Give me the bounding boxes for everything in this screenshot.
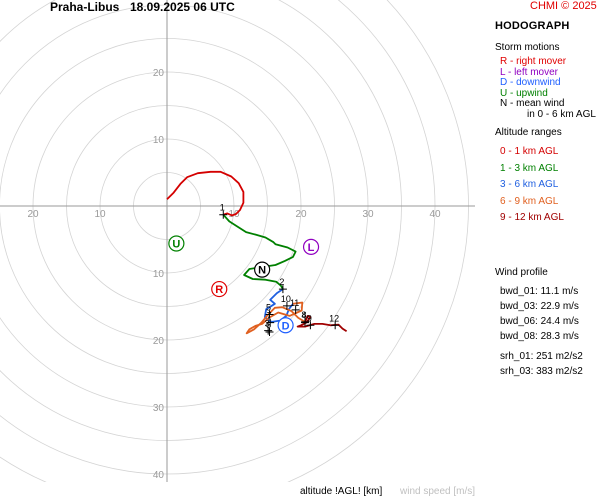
storm-motion-markers: U L N R D <box>168 235 320 334</box>
series-line-6-9 <box>245 301 306 335</box>
x-tick-label: 20 <box>295 209 307 220</box>
x-tick-label: 10 <box>94 209 106 220</box>
storm-circle-D <box>277 317 294 334</box>
altitude-label-10: 10 <box>281 294 291 304</box>
altitude-legend-item-0: 0 - 1 km AGL <box>500 146 559 157</box>
altitude-legend-item-4: 9 - 12 km AGL <box>500 212 564 223</box>
series-line-0-1 <box>166 170 245 217</box>
storm-label-L: L <box>308 242 315 254</box>
altitude-cross-8 <box>301 317 310 326</box>
storm-legend-item-2: D - downwind <box>500 77 561 88</box>
altitude-cross-2 <box>278 285 287 294</box>
altitude-label-9: 9 <box>307 313 312 323</box>
altitude-label-2: 2 <box>279 277 284 287</box>
speed-ring-40 <box>0 0 436 475</box>
wind-profile-item-1: bwd_03: 22.9 m/s <box>500 301 579 312</box>
wind-profile-item-4: srh_01: 251 m2/s2 <box>500 351 583 362</box>
x-tick-label: 30 <box>362 209 374 220</box>
storm-circle-U <box>168 235 185 252</box>
wind-profile-item-5: srh_03: 383 m2/s2 <box>500 366 583 377</box>
storm-legend-item-1: L - left mover <box>500 66 558 78</box>
altitude-ranges-title: Altitude ranges <box>495 127 562 138</box>
altitude-label-1: 1 <box>220 203 225 213</box>
y-tick-label: 20 <box>153 336 165 347</box>
series-line-1-3 <box>222 214 297 290</box>
storm-circle-N <box>254 261 271 278</box>
storm-legend-item-4: N - mean wind <box>500 98 565 109</box>
altitude-cross-10 <box>282 301 291 310</box>
altitude-label-7: 7 <box>267 311 272 321</box>
altitude-label-5: 5 <box>266 303 271 313</box>
y-tick-label: 10 <box>153 269 165 280</box>
credit: CHMI © 2025 <box>530 0 597 12</box>
altitude-cross-12 <box>331 321 340 330</box>
altitude-cross-7 <box>266 318 275 327</box>
wind-series <box>166 170 348 335</box>
datetime: 18.09.2025 06 UTC <box>130 0 235 14</box>
altitude-cross-3 <box>264 326 273 335</box>
y-tick-label: 10 <box>153 135 165 146</box>
speed-ring-35 <box>0 0 402 441</box>
altitude-label-12: 12 <box>329 313 339 323</box>
y-tick-label: 40 <box>153 470 165 481</box>
storm-label-D: D <box>282 320 290 332</box>
panel-title: HODOGRAPH <box>495 20 570 32</box>
altitude-cross-1 <box>219 210 228 219</box>
y-tick-label: 20 <box>153 68 165 79</box>
altitude-cross-6 <box>265 327 274 336</box>
altitude-cross-11 <box>291 305 300 314</box>
storm-label-R: R <box>215 284 223 296</box>
wind-profile-title: Wind profile <box>495 267 548 278</box>
storm-label-N: N <box>258 265 266 277</box>
speed-label: wind speed [m/s] <box>400 486 476 497</box>
station-name: Praha-Libus <box>50 0 120 14</box>
altitude-cross-5 <box>265 310 274 319</box>
storm-legend-item-3: U - upwind <box>500 87 548 99</box>
altitude-label-8: 8 <box>302 310 307 320</box>
wind-profile-item-3: bwd_08: 28.3 m/s <box>500 331 579 342</box>
altitude-label-4: 4 <box>302 311 307 321</box>
y-tick-label: 30 <box>153 403 165 414</box>
storm-circle-R <box>211 280 228 298</box>
axes <box>0 0 475 482</box>
storm-label-U: U <box>172 239 180 251</box>
wind-profile-item-2: bwd_06: 24.4 m/s <box>500 316 579 327</box>
x-tick-label: 20 <box>27 209 39 220</box>
altitude-label-11: 11 <box>290 298 299 308</box>
storm-legend-item-5: in 0 - 6 km AGL <box>527 108 596 120</box>
storm-motions-title: Storm motions <box>495 42 560 53</box>
wind-profile-item-0: bwd_01: 11.1 m/s <box>500 286 579 297</box>
speed-ring-45 <box>0 0 469 482</box>
altitude-legend-item-1: 1 - 3 km AGL <box>500 162 559 174</box>
storm-circle-L <box>302 238 320 255</box>
altitude-legend-item-2: 3 - 6 km AGL <box>500 179 559 190</box>
speed-rings <box>0 0 469 482</box>
storm-legend-item-0: R - right mover <box>500 56 567 67</box>
altitude-legend-item-3: 6 - 9 km AGL <box>500 195 559 207</box>
x-tick-label: 40 <box>429 209 441 220</box>
altitude-label-3: 3 <box>265 319 270 329</box>
series-line-9-12 <box>296 315 348 333</box>
altitude-cross-9 <box>306 321 315 330</box>
altitude-label: altitude !AGL! [km] <box>300 486 383 497</box>
altitude-label-6: 6 <box>266 320 271 330</box>
axis-ticks: 20 10 10 20 30 40 20 10 10 20 30 40 <box>27 68 441 481</box>
